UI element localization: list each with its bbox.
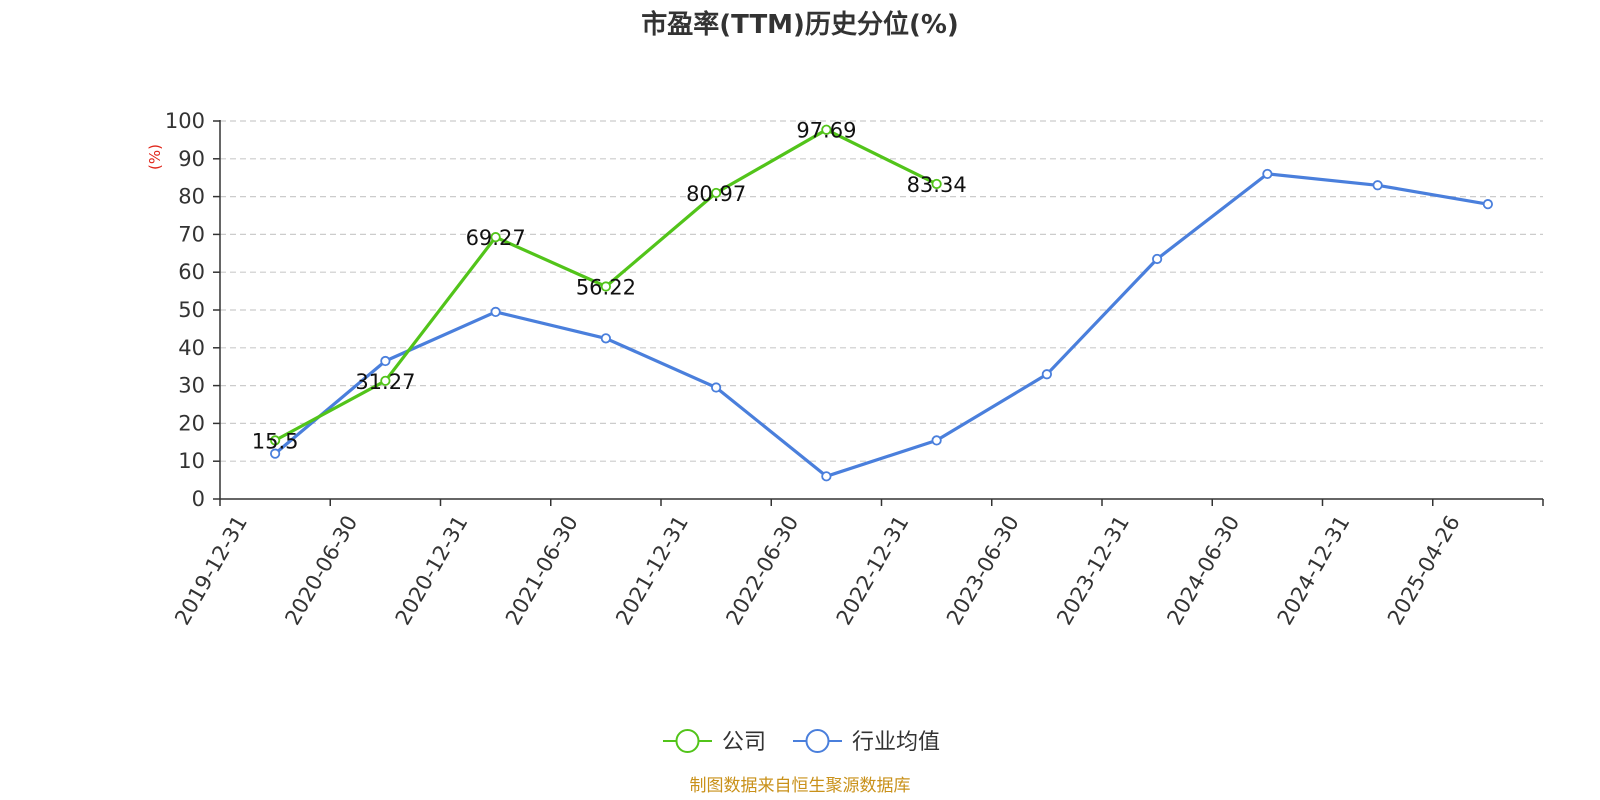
series-point-1[interactable] [711, 382, 722, 393]
series-line-1 [273, 172, 1490, 478]
series-point-1[interactable] [490, 306, 501, 317]
x-tick-label: 2025-04-26 [1383, 511, 1465, 629]
series-point-0[interactable] [600, 281, 611, 292]
legend-circle-icon [805, 729, 830, 753]
data-label: 69.27 [466, 226, 526, 250]
series-point-1[interactable] [1041, 369, 1052, 380]
data-labels: 15.5 31.27 69.27 56.22 80.97 97.69 83.34 [252, 119, 967, 454]
y-tick-label: 60 [178, 260, 205, 284]
series-lines [273, 128, 1490, 478]
series-point-1[interactable] [380, 355, 391, 367]
legend-circle-icon [675, 729, 700, 753]
x-tick-label: 2022-06-30 [721, 511, 803, 629]
legend-label: 行业均值 [852, 730, 940, 755]
legend-label: 公司 [722, 730, 766, 755]
y-tick-label: 20 [178, 411, 205, 435]
data-source-note: 制图数据来自恒生聚源数据库 [690, 776, 911, 796]
legend: 公司 行业均值 [663, 729, 940, 755]
y-tick-label: 100 [165, 109, 205, 133]
legend-item-1[interactable]: 行业均值 [793, 729, 940, 755]
x-tick-label: 2019-12-31 [170, 511, 252, 629]
legend-item-0[interactable]: 公司 [663, 729, 766, 755]
series-point-0[interactable] [711, 187, 722, 199]
series-point-1[interactable] [821, 471, 832, 482]
x-tick-label: 2024-12-31 [1273, 511, 1355, 629]
series-point-1[interactable] [270, 448, 281, 459]
series-point-0[interactable] [380, 375, 391, 386]
y-tick-label: 80 [178, 185, 205, 209]
data-label: 15.5 [252, 429, 299, 453]
x-tick-label: 2024-06-30 [1162, 511, 1244, 629]
x-tick-label: 2021-12-31 [611, 511, 693, 629]
chart-title: 市盈率(TTM)历史分位(%) [641, 9, 959, 40]
y-tick-label: 40 [178, 336, 205, 360]
x-tick-label: 2023-06-30 [942, 511, 1024, 629]
series-point-0[interactable] [490, 232, 501, 243]
series-point-0[interactable] [270, 435, 281, 446]
data-label: 31.27 [355, 370, 415, 394]
x-tick-label: 2022-12-31 [832, 511, 914, 629]
data-label: 56.22 [576, 275, 636, 299]
series-point-1[interactable] [1262, 168, 1273, 180]
series-point-1[interactable] [1482, 199, 1493, 210]
series-point-1[interactable] [600, 333, 611, 344]
series-point-1[interactable] [1372, 180, 1383, 191]
x-tick-label: 2020-12-31 [391, 511, 473, 629]
data-label: 80.97 [686, 182, 746, 206]
series-point-0[interactable] [931, 178, 942, 190]
series-point-1[interactable] [1152, 253, 1163, 265]
x-tick-label: 2023-12-31 [1052, 511, 1134, 629]
y-tick-label: 0 [192, 487, 205, 511]
data-label: 83.34 [907, 173, 967, 197]
grid-lines [220, 120, 1543, 462]
y-axis-unit-label: (%) [146, 144, 164, 170]
y-tick-label: 50 [178, 298, 205, 322]
y-tick-label: 70 [178, 222, 205, 246]
y-tick-label: 90 [178, 147, 205, 171]
series-markers [270, 124, 1493, 482]
y-tick-label: 30 [178, 374, 205, 398]
data-label: 97.69 [796, 119, 856, 143]
series-point-0[interactable] [821, 124, 832, 135]
y-tick-label: 10 [178, 449, 205, 473]
x-tick-label: 2021-06-30 [501, 511, 583, 629]
x-tick-label: 2020-06-30 [280, 511, 362, 629]
series-point-1[interactable] [931, 435, 942, 446]
